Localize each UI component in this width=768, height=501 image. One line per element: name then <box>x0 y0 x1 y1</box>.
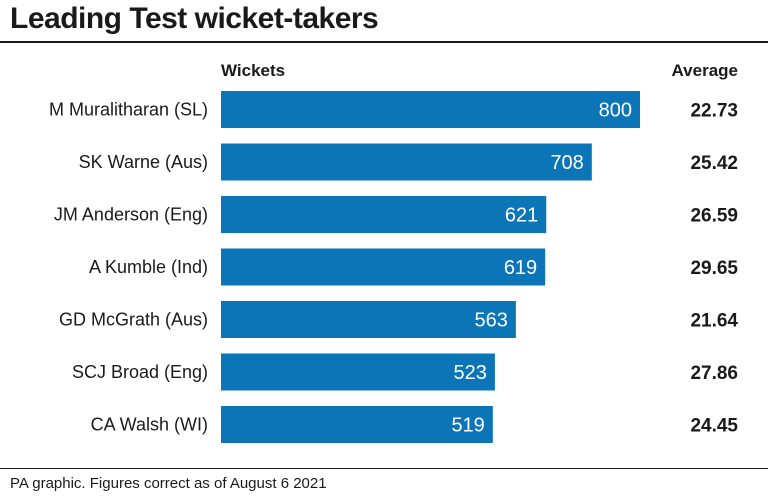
title-divider <box>0 41 768 43</box>
average-value: 24.45 <box>690 416 738 437</box>
average-value: 21.64 <box>690 311 738 332</box>
bar-value-label: 621 <box>505 205 538 227</box>
bar-value-label: 800 <box>599 100 632 122</box>
bar-value-label: 619 <box>504 257 537 279</box>
average-header: Average <box>672 61 738 80</box>
bar <box>221 91 640 128</box>
category-label: SK Warne (Aus) <box>79 152 208 172</box>
source-note: PA graphic. Figures correct as of August… <box>10 475 327 492</box>
chart-title: Leading Test wicket-takers <box>10 2 379 35</box>
bar-value-label: 519 <box>451 415 484 437</box>
wickets-header: Wickets <box>221 61 285 80</box>
bar-value-label: 708 <box>550 152 583 174</box>
average-value: 27.86 <box>690 363 738 384</box>
bar-value-label: 563 <box>474 310 507 332</box>
category-label: SCJ Broad (Eng) <box>72 362 208 382</box>
bar <box>221 353 495 391</box>
category-label: JM Anderson (Eng) <box>54 205 208 225</box>
category-label: GD McGrath (Aus) <box>59 310 208 330</box>
bar <box>221 301 516 338</box>
bar-value-label: 523 <box>454 362 487 384</box>
bar <box>221 196 547 233</box>
bar <box>221 143 592 181</box>
category-label: M Muralitharan (SL) <box>49 100 208 120</box>
bar <box>221 248 546 286</box>
average-value: 26.59 <box>690 206 738 227</box>
footer-divider <box>0 468 768 469</box>
bar-chart: Wickets Average M Muralitharan (SL) 800 22.7… <box>49 61 738 443</box>
average-value: 22.73 <box>690 101 738 122</box>
average-value: 29.65 <box>690 258 738 279</box>
bar <box>221 406 493 443</box>
category-label: A Kumble (Ind) <box>89 257 208 277</box>
average-value: 25.42 <box>690 153 738 174</box>
category-label: CA Walsh (WI) <box>91 415 208 435</box>
